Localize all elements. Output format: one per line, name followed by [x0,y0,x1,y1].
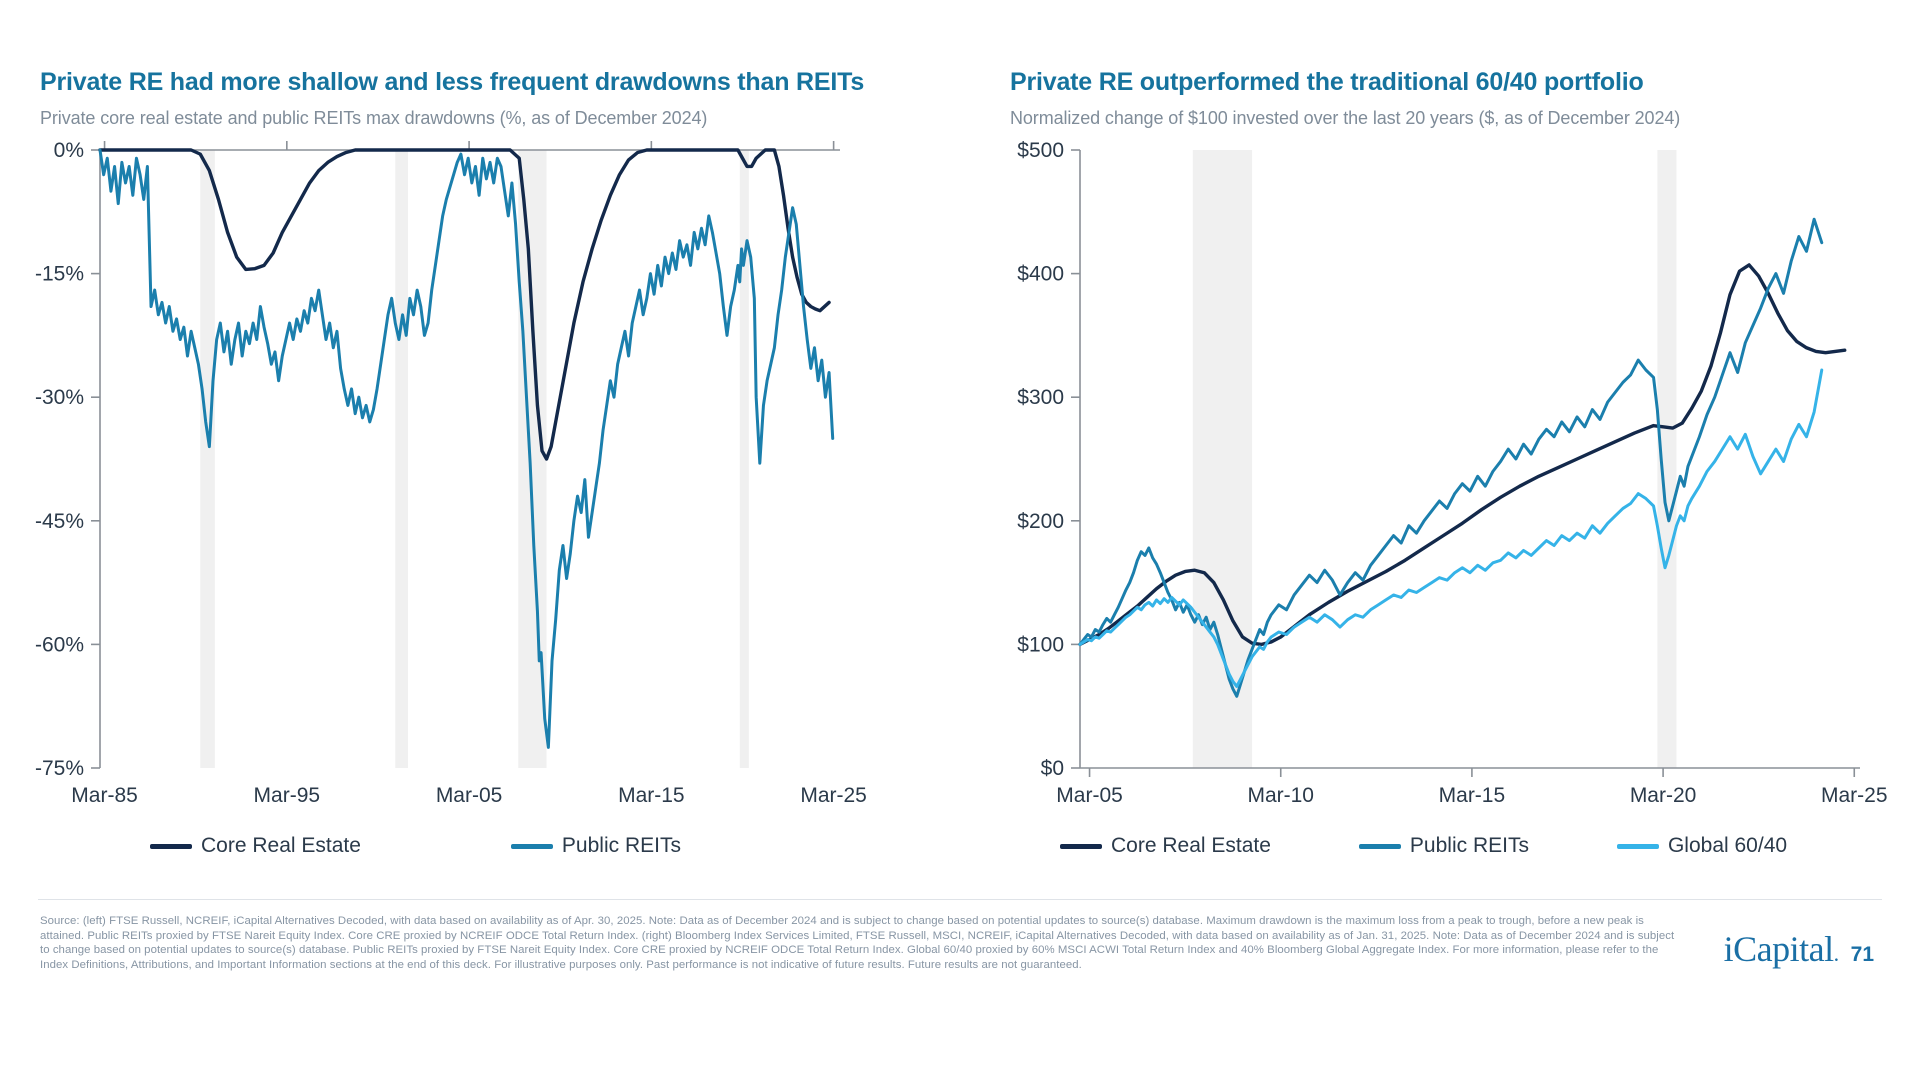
right-chart-legend: Core Real Estate Public REITs Global 60/… [1060,826,1880,866]
legend-label-public-reits-right: Public REITs [1409,834,1529,857]
y-tick-label-0: 0% [54,140,84,162]
legend-label-global-6040: Global 60/40 [1667,834,1788,857]
x-tick-label-2: Mar-05 [436,784,503,807]
x-tick-label-3: Mar-20 [1630,784,1697,807]
legend-label-public-reits: Public REITs [561,834,681,857]
y-tick-label-5: -75% [35,757,84,780]
chart-panel-left: Private RE had more shallow and less fre… [0,0,960,1000]
series-line-core-real-estate [98,148,831,461]
left-chart-subtitle: Private core real estate and public REIT… [40,108,708,128]
legend-swatch-core-real-estate [150,843,192,849]
y-tick-label-4: $400 [1017,263,1064,286]
left-chart-legend: Core Real Estate Public REITs [150,826,850,866]
y-tick-label-2: $200 [1017,510,1064,533]
x-tick-label-1: Mar-10 [1247,784,1314,807]
page-number: 71 [1850,943,1874,966]
y-tick-label-3: $300 [1017,386,1064,409]
x-tick-label-0: Mar-05 [1056,784,1123,807]
x-tick-label-3: Mar-15 [618,784,685,807]
y-tick-label-1: -15% [35,263,84,286]
icapital-logo: iCapital. [1724,928,1839,970]
y-tick-label-4: -60% [35,633,84,656]
left-chart-title: Private RE had more shallow and less fre… [40,68,865,96]
footer-divider [38,899,1882,900]
y-tick-label-5: $500 [1017,140,1064,162]
source-footnote: Source: (left) FTSE Russell, NCREIF, iCa… [40,915,1675,971]
legend-item-public-reits-right[interactable]: Public REITs [1358,834,1529,858]
legend-item-core-real-estate[interactable]: Core Real Estate [150,834,361,858]
series-line-public-reits [98,148,835,749]
series-line-public-reits [1078,217,1824,698]
legend-item-core-real-estate-right[interactable]: Core Real Estate [1060,834,1271,858]
right-plot-area: $0 $100 $200 $300 $400 $500 Mar-05 Mar-10 Mar-15… [960,140,1920,820]
recession-band-0 [1192,150,1253,768]
icapital-logo-dot: . [1833,941,1840,966]
legend-item-public-reits[interactable]: Public REITs [510,834,681,858]
left-chart-svg: 0% -15% -30% -45% -60% -75% Mar-85 Mar-95 Mar-05… [35,140,867,807]
y-tick-label-0: $0 [1041,757,1064,780]
x-tick-label-4: Mar-25 [800,784,867,807]
legend-swatch-public-reits-right [1358,843,1401,849]
right-chart-title: Private RE outperformed the traditional … [1010,68,1644,96]
legend-label-core-real-estate-right: Core Real Estate [1111,834,1271,857]
left-plot-area: 0% -15% -30% -45% -60% -75% Mar-85 Mar-95 Mar-05… [0,140,960,820]
legend-swatch-public-reits [510,843,553,849]
y-tick-label-2: -30% [35,386,84,409]
series-line-global-60-40 [1078,368,1824,688]
recession-band-3 [739,150,749,768]
right-chart-subtitle: Normalized change of $100 invested over … [1010,108,1681,128]
recession-band-1 [1657,150,1677,768]
recession-band-1 [395,150,409,768]
right-chart-svg: $0 $100 $200 $300 $400 $500 Mar-05 Mar-10 Mar-15… [1017,140,1888,807]
y-tick-label-3: -45% [35,510,84,533]
brand-block: iCapital. 71 [1724,928,1874,970]
legend-item-global-6040[interactable]: Global 60/40 [1616,834,1788,858]
recession-band-0 [200,150,215,768]
x-tick-label-0: Mar-85 [71,784,138,807]
x-tick-label-1: Mar-95 [254,784,321,807]
x-tick-label-4: Mar-25 [1821,784,1888,807]
x-tick-label-2: Mar-15 [1439,784,1506,807]
legend-swatch-core-real-estate-right [1060,843,1102,849]
chart-panel-right: Private RE outperformed the traditional … [960,0,1920,1000]
series-line-core-real-estate [1078,263,1847,647]
y-tick-label-1: $100 [1017,633,1064,656]
icapital-logo-text: iCapital [1723,929,1834,969]
legend-swatch-global-6040 [1616,843,1659,849]
legend-label-core-real-estate: Core Real Estate [201,834,361,857]
